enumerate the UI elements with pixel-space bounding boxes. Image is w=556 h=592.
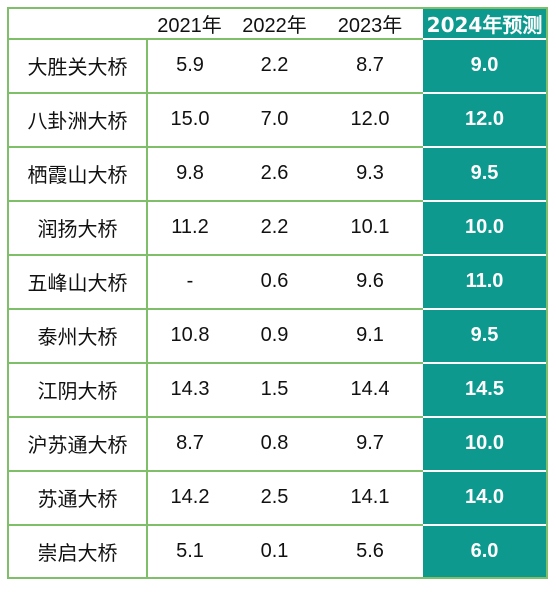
table-row: 润扬大桥 11.2 2.2 10.1 10.0 <box>9 199 546 255</box>
value-2021-cell: 8.7 <box>147 415 232 471</box>
bridge-name-cell: 江阴大桥 <box>9 361 148 417</box>
value-2021-cell: 14.3 <box>147 361 232 417</box>
value-2021-cell: 10.8 <box>147 307 232 363</box>
forecast-2024-cell: 11.0 <box>423 253 546 309</box>
value-2022-cell: 2.6 <box>232 145 317 201</box>
forecast-2024-cell: 6.0 <box>423 523 546 577</box>
header-2023: 2023年 <box>337 15 403 37</box>
value-2022-cell: 0.6 <box>232 253 317 309</box>
value-2023-cell: 5.6 <box>317 523 423 577</box>
bridge-name-cell: 崇启大桥 <box>9 523 148 577</box>
header-2022: 2022年 <box>242 15 307 37</box>
value-2023-cell: 9.1 <box>317 307 423 363</box>
value-2022-cell: 2.2 <box>232 38 317 93</box>
value-2022-cell: 2.5 <box>232 469 317 525</box>
value-2023-cell: 12.0 <box>317 91 423 147</box>
table-row: 泰州大桥 10.8 0.9 9.1 9.5 <box>9 307 546 363</box>
value-2021-cell: 9.8 <box>147 145 232 201</box>
value-2022-cell: 1.5 <box>232 361 317 417</box>
header-row: 2021年 2022年 2023年 2024年预测 <box>9 9 546 39</box>
bridge-name-cell: 泰州大桥 <box>9 307 148 363</box>
value-2023-cell: 8.7 <box>317 38 423 93</box>
forecast-2024-cell: 14.0 <box>423 469 546 525</box>
value-2023-cell: 9.3 <box>317 145 423 201</box>
value-2022-cell: 2.2 <box>232 199 317 255</box>
value-2023-cell: 14.1 <box>317 469 423 525</box>
table-row: 江阴大桥 14.3 1.5 14.4 14.5 <box>9 361 546 417</box>
header-bridge-name <box>9 9 147 39</box>
bridge-name-cell: 五峰山大桥 <box>9 253 148 309</box>
table-row: 栖霞山大桥 9.8 2.6 9.3 9.5 <box>9 145 546 201</box>
value-2021-cell: - <box>147 253 232 309</box>
forecast-2024-cell: 10.0 <box>423 415 546 471</box>
value-2023-cell: 14.4 <box>317 361 423 417</box>
forecast-2024-cell: 9.5 <box>423 145 546 201</box>
forecast-2024-cell: 14.5 <box>423 361 546 417</box>
bridge-name-cell: 八卦洲大桥 <box>9 91 148 147</box>
value-2021-cell: 14.2 <box>147 469 232 525</box>
table-row: 沪苏通大桥 8.7 0.8 9.7 10.0 <box>9 415 546 471</box>
forecast-2024-cell: 9.5 <box>423 307 546 363</box>
value-2022-cell: 0.1 <box>232 523 317 577</box>
bridge-name-cell: 栖霞山大桥 <box>9 145 148 201</box>
forecast-2024-cell: 12.0 <box>423 91 546 147</box>
forecast-2024-cell: 10.0 <box>423 199 546 255</box>
value-2023-cell: 10.1 <box>317 199 423 255</box>
value-2021-cell: 5.1 <box>147 523 232 577</box>
header-2021: 2021年 <box>157 15 222 37</box>
table-row: 苏通大桥 14.2 2.5 14.1 14.0 <box>9 469 546 525</box>
bridge-name-cell: 润扬大桥 <box>9 199 148 255</box>
bridge-name-cell: 苏通大桥 <box>9 469 148 525</box>
value-2022-cell: 7.0 <box>232 91 317 147</box>
table-row: 大胜关大桥 5.9 2.2 8.7 9.0 <box>9 38 546 93</box>
value-2021-cell: 15.0 <box>147 91 232 147</box>
forecast-2024-cell: 9.0 <box>423 38 546 93</box>
bridge-data-table: 2021年 2022年 2023年 2024年预测 大胜关大桥 5.9 2.2 8.7… <box>9 9 546 577</box>
value-2022-cell: 0.9 <box>232 307 317 363</box>
value-2023-cell: 9.7 <box>317 415 423 471</box>
table-row: 崇启大桥 5.1 0.1 5.6 6.0 <box>9 523 546 577</box>
bridge-name-cell: 沪苏通大桥 <box>9 415 148 471</box>
table-row: 八卦洲大桥 15.0 7.0 12.0 12.0 <box>9 91 546 147</box>
value-2021-cell: 5.9 <box>147 38 232 93</box>
value-2021-cell: 11.2 <box>147 199 232 255</box>
value-2022-cell: 0.8 <box>232 415 317 471</box>
bridge-name-cell: 大胜关大桥 <box>9 38 148 93</box>
value-2023-cell: 9.6 <box>317 253 423 309</box>
table-row: 五峰山大桥 -0.6 9.6 11.0 <box>9 253 546 309</box>
bridge-data-table-frame: 2021年 2022年 2023年 2024年预测 大胜关大桥 5.9 2.2 8.7… <box>7 7 548 579</box>
header-2024-forecast: 2024年预测 <box>423 9 546 39</box>
